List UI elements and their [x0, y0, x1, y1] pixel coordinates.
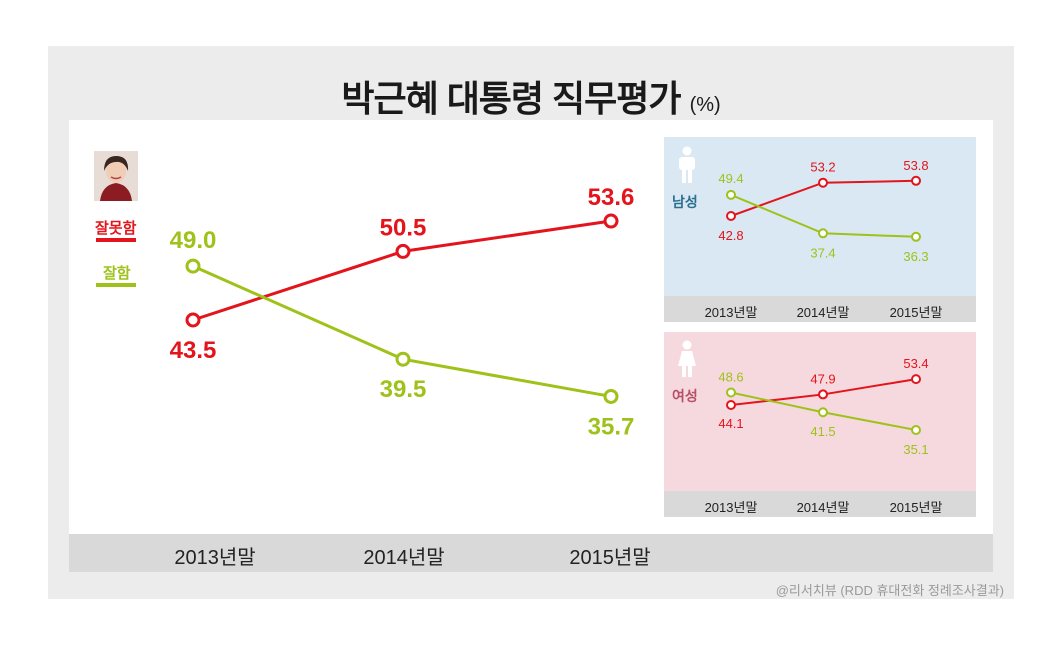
data-label: 44.1 [718, 416, 743, 431]
x-tick-label: 2014년말 [796, 500, 850, 515]
data-point [185, 258, 201, 274]
title-unit: (%) [689, 94, 721, 116]
data-point [726, 189, 736, 200]
data-point [818, 177, 828, 188]
inset-women-x-axis: 2013년말 2014년말 2015년말 [664, 491, 976, 517]
data-point [726, 211, 736, 221]
data-point [818, 228, 828, 239]
x-tick-label: 2014년말 [796, 305, 850, 320]
data-label: 49.0 [170, 227, 217, 254]
president-portrait [94, 151, 138, 201]
x-axis-bar: 2013년말 2014년말 2015년말 [69, 534, 993, 572]
data-point [726, 387, 736, 398]
data-label: 49.4 [718, 171, 743, 186]
data-label: 43.5 [170, 337, 217, 364]
data-point [185, 312, 201, 328]
x-tick-label: 2015년말 [889, 500, 943, 515]
data-label: 53.8 [903, 158, 928, 173]
data-label: 50.5 [380, 214, 427, 241]
inset-men-label: 남성 [672, 194, 698, 210]
data-label: 48.6 [718, 369, 743, 384]
x-tick-label: 2014년말 [363, 547, 445, 569]
data-point [818, 389, 828, 400]
data-label: 41.5 [810, 424, 835, 439]
data-point [818, 407, 828, 418]
x-tick-label: 2013년말 [704, 305, 758, 320]
source-credit: @리서치뷰 (RDD 휴대전화 정례조사결과) [775, 583, 1004, 598]
data-point [911, 175, 921, 186]
inset-women-label: 여성 [672, 388, 698, 404]
x-tick-label: 2013년말 [174, 547, 256, 569]
inset-men-x-axis: 2013년말 2014년말 2015년말 [664, 296, 976, 322]
legend-label-approve: 잘함 [103, 265, 131, 282]
data-point [911, 231, 921, 242]
title-text: 박근혜 대통령 직무평가 [341, 78, 681, 119]
chart-title: 박근혜 대통령 직무평가 (%) [0, 70, 1062, 122]
x-tick-label: 2015년말 [889, 305, 943, 320]
data-label: 42.8 [718, 228, 743, 243]
data-point [395, 243, 411, 259]
data-label: 39.5 [380, 376, 427, 403]
data-label: 53.2 [810, 160, 835, 175]
data-point [726, 400, 736, 410]
data-label: 35.1 [903, 442, 928, 457]
data-label: 53.4 [903, 356, 928, 371]
x-tick-label: 2015년말 [569, 547, 651, 569]
data-label: 53.6 [588, 184, 635, 211]
data-label: 37.4 [810, 245, 835, 260]
x-tick-label: 2013년말 [704, 500, 758, 515]
data-point [911, 374, 921, 385]
data-point [911, 425, 921, 436]
legend-line-disapprove [96, 238, 136, 242]
data-point [603, 388, 619, 404]
inset-women-icon [676, 340, 698, 383]
data-point [395, 351, 411, 367]
data-label: 36.3 [903, 249, 928, 264]
legend-label-disapprove: 잘못함 [95, 220, 137, 237]
inset-men-icon [676, 146, 698, 189]
legend-line-approve [96, 283, 136, 287]
data-label: 35.7 [588, 413, 635, 440]
data-point [603, 213, 619, 229]
data-label: 47.9 [810, 371, 835, 386]
inset-women [664, 332, 976, 517]
